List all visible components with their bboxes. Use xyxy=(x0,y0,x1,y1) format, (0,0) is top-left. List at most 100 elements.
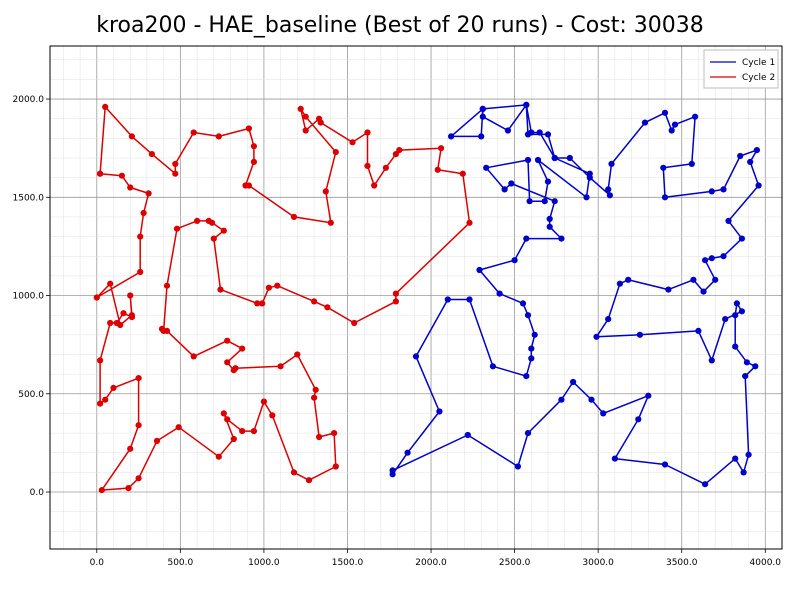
data-point xyxy=(311,298,318,305)
data-point xyxy=(531,331,538,338)
data-point xyxy=(324,304,331,311)
x-tick-label: 2000.0 xyxy=(415,558,447,568)
data-point xyxy=(737,152,744,160)
data-point xyxy=(434,166,441,173)
data-point xyxy=(153,437,161,444)
data-point xyxy=(245,182,252,189)
data-point xyxy=(327,219,334,226)
data-point xyxy=(172,160,179,167)
data-point xyxy=(692,113,699,120)
data-point xyxy=(135,475,142,482)
x-tick-label: 2500.0 xyxy=(499,558,531,568)
data-point xyxy=(217,286,224,293)
data-point xyxy=(305,477,313,484)
data-point xyxy=(250,143,257,150)
data-point xyxy=(250,428,257,435)
data-point xyxy=(332,149,339,156)
data-point xyxy=(274,282,281,289)
data-point xyxy=(558,235,565,242)
data-point xyxy=(566,154,573,162)
data-point xyxy=(127,184,134,191)
data-point xyxy=(478,133,485,140)
data-point xyxy=(708,255,715,262)
data-point xyxy=(645,392,652,399)
data-point xyxy=(97,400,104,407)
data-point xyxy=(570,378,577,386)
data-point xyxy=(606,192,614,199)
data-point xyxy=(205,217,212,224)
data-point xyxy=(364,162,371,169)
data-point xyxy=(107,280,114,287)
x-tick-label: 0.0 xyxy=(90,558,105,568)
data-point xyxy=(722,316,729,323)
data-point xyxy=(294,351,301,358)
data-point xyxy=(145,190,152,197)
data-point xyxy=(600,410,607,417)
x-tick-label: 1000.0 xyxy=(248,558,280,568)
data-point xyxy=(215,133,222,140)
data-point xyxy=(190,129,197,136)
data-point xyxy=(128,133,135,140)
data-point xyxy=(733,300,741,307)
data-point xyxy=(625,276,632,283)
data-point xyxy=(528,345,535,352)
data-point xyxy=(250,158,257,165)
data-point xyxy=(117,321,124,329)
data-point xyxy=(438,145,445,152)
data-point xyxy=(102,103,109,110)
data-point xyxy=(220,227,227,234)
data-point xyxy=(128,312,135,319)
data-point xyxy=(524,156,532,164)
data-point xyxy=(239,345,246,352)
data-point xyxy=(265,284,272,291)
data-point xyxy=(720,253,727,260)
data-point xyxy=(312,386,319,393)
y-tick-label: 1500.0 xyxy=(13,193,45,203)
data-point xyxy=(290,469,298,476)
data-point xyxy=(137,233,144,240)
data-point xyxy=(175,424,182,431)
data-point xyxy=(479,113,486,120)
data-point xyxy=(534,156,542,164)
data-point xyxy=(190,353,197,360)
data-point xyxy=(448,133,455,140)
data-point xyxy=(194,217,201,224)
data-point xyxy=(259,300,266,307)
data-point xyxy=(464,431,471,439)
data-point xyxy=(608,160,615,167)
data-point xyxy=(322,188,329,195)
data-point xyxy=(690,276,697,283)
data-point xyxy=(118,172,125,179)
data-point xyxy=(127,292,134,299)
data-point xyxy=(158,325,166,332)
data-point xyxy=(541,198,548,205)
x-tick-label: 3000.0 xyxy=(582,558,614,568)
data-point xyxy=(747,158,754,165)
data-point xyxy=(93,294,100,301)
data-point xyxy=(661,461,669,468)
data-point xyxy=(396,147,403,154)
data-point xyxy=(215,453,222,460)
data-point xyxy=(688,160,695,167)
data-point xyxy=(523,235,530,242)
data-point xyxy=(316,433,323,441)
data-point xyxy=(708,188,715,195)
data-point xyxy=(738,308,746,315)
data-point xyxy=(583,194,590,201)
data-point xyxy=(544,178,552,185)
data-point xyxy=(351,319,358,327)
data-point xyxy=(135,375,142,382)
chart-title: kroa200 - HAE_baseline (Best of 20 runs)… xyxy=(96,13,703,38)
legend-label-cycle-1: Cycle 1 xyxy=(742,58,775,68)
data-point xyxy=(349,139,356,146)
data-point xyxy=(483,164,490,171)
data-point xyxy=(230,435,237,443)
data-point xyxy=(661,194,669,201)
data-point xyxy=(752,363,759,370)
data-point xyxy=(444,296,451,303)
data-point xyxy=(732,455,739,462)
data-point xyxy=(172,170,179,177)
data-point xyxy=(526,198,533,205)
data-point xyxy=(254,300,261,307)
